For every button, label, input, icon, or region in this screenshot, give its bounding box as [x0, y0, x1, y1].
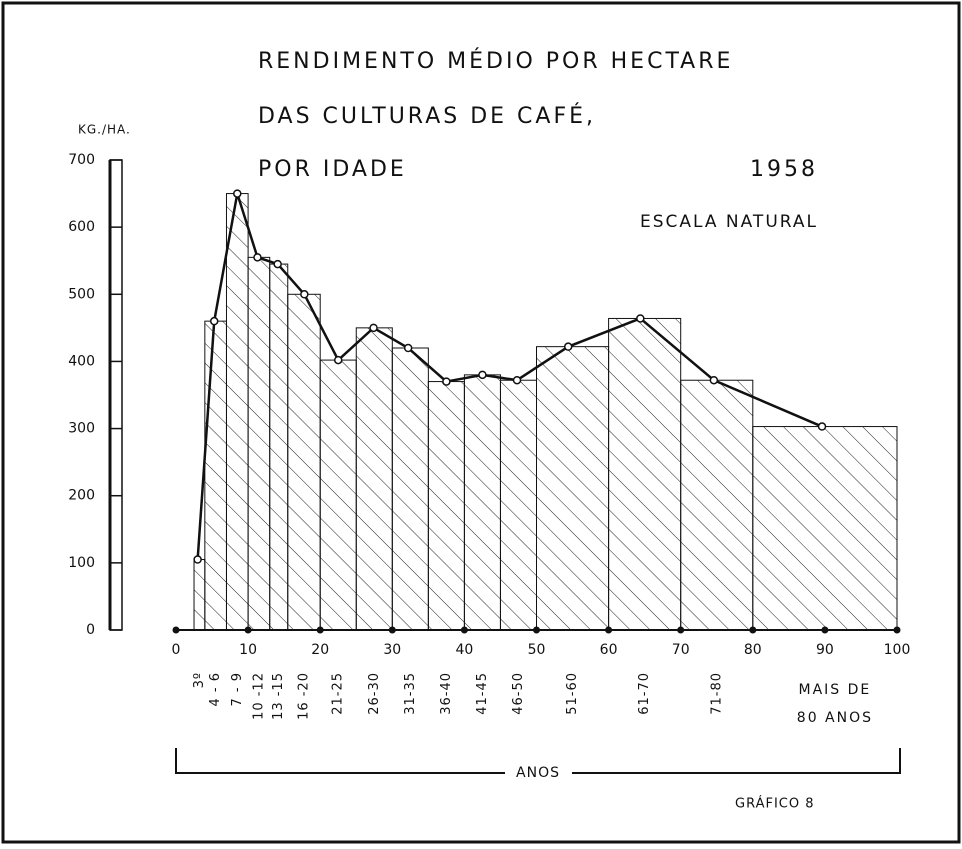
bar [287, 293, 321, 631]
category-label: 10 -12 [251, 672, 266, 720]
x-tick-label: 70 [672, 642, 690, 658]
point [300, 290, 309, 299]
bar [193, 559, 206, 631]
title-line: RENDIMENTO MÉDIO POR HECTARE [258, 48, 733, 74]
x-axis-label: ANOS [516, 765, 560, 781]
y-tick-label: 400 [68, 353, 95, 369]
x-tick [172, 626, 180, 634]
bar [608, 317, 682, 631]
bar [225, 193, 249, 631]
category-label: 4 - 6 [208, 672, 223, 707]
x-tick [244, 626, 252, 634]
x-tick-label: 90 [816, 642, 834, 658]
point [369, 323, 378, 333]
footer: GRÁFICO 8 [735, 796, 815, 812]
x-tick-label: 100 [884, 642, 911, 658]
point [209, 316, 219, 326]
subtitle: ESCALA NATURAL [640, 212, 818, 232]
y-tick-label: 0 [86, 622, 95, 638]
y-tick-label: 100 [68, 555, 95, 571]
x-tick [677, 626, 685, 634]
y-tick-label: 300 [68, 421, 95, 437]
x-tick [749, 626, 757, 634]
category-label: 36-40 [439, 672, 454, 715]
y-tick-label: 700 [68, 152, 95, 168]
category-label: 71-80 [709, 672, 724, 715]
category-label: 61-70 [637, 672, 652, 715]
bar [319, 359, 357, 631]
point [253, 253, 262, 262]
bar [752, 426, 898, 631]
category-label: 46-50 [511, 672, 526, 715]
x-tick [316, 626, 324, 634]
x-tick-label: 10 [239, 642, 257, 658]
x-tick [893, 626, 901, 634]
x-tick [533, 626, 540, 634]
x-tick-label: 60 [600, 642, 618, 658]
bar [536, 346, 610, 631]
x-tick [605, 626, 613, 634]
bar [499, 379, 538, 631]
category-label: 16 -20 [296, 672, 311, 720]
bar [247, 256, 271, 631]
category-label: 21-25 [331, 672, 346, 715]
scale-bar [109, 159, 123, 631]
bar [269, 263, 289, 631]
point [512, 375, 522, 385]
x-tick-label: 80 [744, 642, 762, 658]
x-tick-label: 50 [528, 642, 546, 658]
point [563, 342, 573, 351]
category-label: MAIS DE 80 ANOS [797, 682, 873, 726]
x-tick [460, 626, 468, 634]
point [403, 343, 413, 353]
category-label: 3º [192, 672, 207, 688]
point [478, 370, 487, 380]
bracket [175, 748, 901, 774]
y-tick-label: 600 [68, 219, 95, 235]
category-label: 51-60 [565, 672, 580, 715]
bar [355, 327, 393, 631]
bar [427, 381, 465, 631]
point [817, 422, 827, 431]
y-tick-label: 200 [68, 488, 95, 504]
category-label: 41-45 [475, 672, 490, 715]
category-label: 7 - 9 [230, 672, 245, 707]
title-line: POR IDADE [258, 157, 407, 182]
point [233, 189, 242, 198]
bar [204, 320, 227, 631]
x-tick-label: 0 [172, 642, 181, 658]
point [442, 377, 451, 386]
point [193, 555, 202, 564]
x-tick-label: 20 [311, 642, 329, 658]
y-tick-label: 500 [68, 286, 95, 302]
year: 1958 [750, 157, 818, 182]
trend-line [196, 193, 823, 560]
point [333, 355, 343, 365]
bar [680, 379, 754, 631]
bar [463, 374, 501, 631]
point [273, 259, 282, 269]
x-tick [821, 626, 829, 634]
x-tick [388, 626, 396, 634]
point [709, 375, 719, 385]
x-tick-label: 40 [455, 642, 473, 658]
y-axis-label: KG./HA. [78, 123, 131, 137]
bar [391, 347, 429, 631]
category-label: 26-30 [367, 672, 382, 715]
category-label: 31-35 [403, 672, 418, 715]
x-tick-label: 30 [383, 642, 401, 658]
point [636, 314, 645, 323]
category-label: 13 -15 [271, 672, 286, 720]
title-line: DAS CULTURAS DE CAFÉ, [258, 103, 596, 129]
